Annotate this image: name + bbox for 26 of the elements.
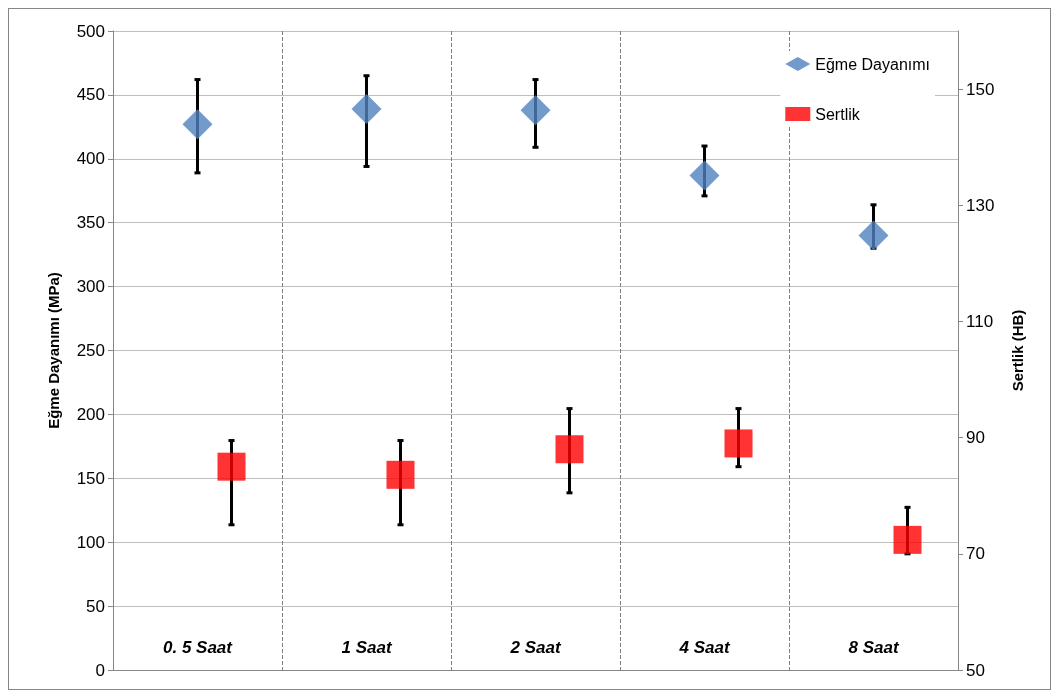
y-tick-label: 250 (76, 341, 105, 360)
y2-tick-label: 110 (966, 311, 994, 331)
y-axis-title: Eğme Dayanımı (MPa) (45, 272, 62, 429)
y2-tick-label: 90 (966, 428, 985, 448)
x-tick-label: 4 Saat (678, 638, 731, 657)
y-tick-label: 50 (86, 596, 105, 616)
y2-axis-title: Sertlik (HB) (1009, 309, 1026, 392)
legend-label: Sertlik (815, 105, 861, 123)
y-tick-label: 500 (76, 21, 105, 41)
y-tick-label: 450 (76, 85, 105, 105)
y-tick-label: 300 (76, 277, 105, 297)
legend-label: Eğme Dayanımı (815, 55, 931, 73)
x-tick-label: 2 Saat (509, 638, 562, 657)
y2-tick-label: 130 (966, 195, 995, 215)
y-tick-label: 150 (76, 468, 105, 488)
x-tick-label: 0. 5 Saat (163, 638, 234, 657)
x-tick-label: 8 Saat (848, 638, 900, 657)
x-tick-label: 1 Saat (341, 638, 393, 657)
y-tick-label: 400 (76, 149, 105, 169)
y-tick-label: 200 (76, 404, 105, 424)
y-tick-label: 0 (95, 660, 105, 680)
y-tick-label: 100 (76, 532, 105, 552)
y2-tick-label: 50 (966, 660, 985, 680)
y2-tick-label: 150 (966, 79, 995, 99)
y-tick-label: 350 (76, 213, 105, 233)
y2-tick-label: 70 (966, 544, 985, 564)
